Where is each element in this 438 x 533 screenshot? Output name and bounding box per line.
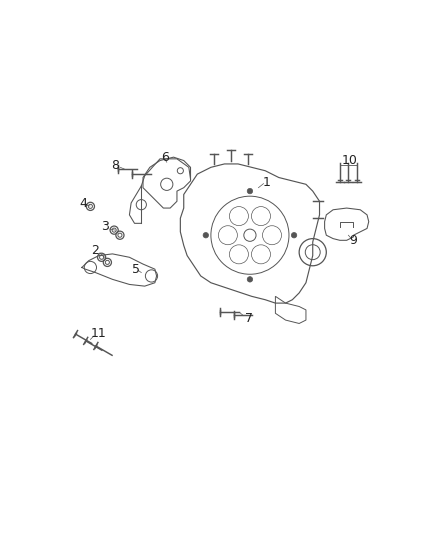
Text: 11: 11: [90, 327, 106, 340]
Text: 2: 2: [91, 244, 99, 257]
Text: 3: 3: [101, 220, 109, 233]
Text: 10: 10: [342, 154, 357, 167]
Text: 7: 7: [245, 312, 253, 325]
Text: 1: 1: [263, 176, 271, 189]
Text: 5: 5: [131, 263, 140, 276]
Text: 4: 4: [80, 198, 88, 211]
Circle shape: [203, 232, 208, 238]
Circle shape: [247, 277, 253, 282]
Text: 8: 8: [111, 159, 119, 172]
Text: 9: 9: [349, 234, 357, 247]
Circle shape: [247, 188, 253, 194]
Text: 6: 6: [161, 151, 169, 164]
Circle shape: [291, 232, 297, 238]
